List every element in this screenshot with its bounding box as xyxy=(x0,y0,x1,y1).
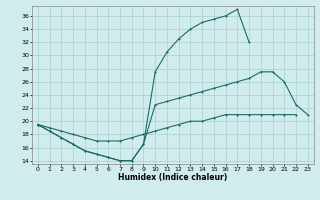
X-axis label: Humidex (Indice chaleur): Humidex (Indice chaleur) xyxy=(118,173,228,182)
